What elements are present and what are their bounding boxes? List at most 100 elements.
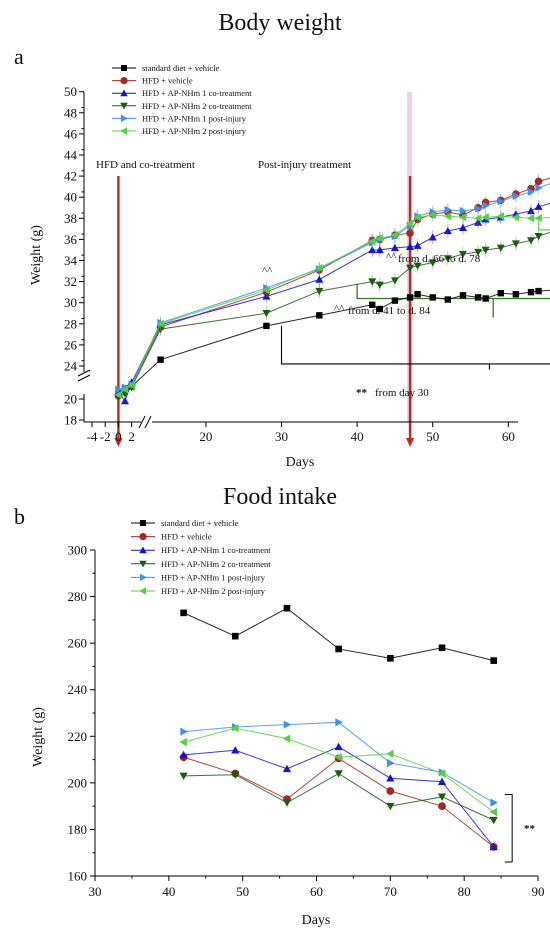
data-point-a-hfd-ap-nhm-2-co-treatment-day-28 (262, 310, 271, 318)
data-point-a-hfd-ap-nhm-2-post-injury-day-45 (390, 231, 399, 240)
data-point-a-hfd-ap-nhm-2-post-injury-day-1 (121, 385, 129, 394)
body-weight-legend: standard diet + vehicle HFD + vehicle HFD … (112, 63, 252, 136)
x-tick-label-a-20: 20 (199, 429, 212, 444)
x-tick-label-b-60: 60 (310, 884, 323, 899)
legend-label-a-hfd-ap-nhm-2-co-treatment: HFD + AP-NHm 2 co-treatment (142, 101, 252, 111)
x-tick-label-b-50: 50 (236, 884, 249, 899)
data-point-b-hfd-ap-nhm-2-co-treatment-day-70 (386, 802, 395, 811)
data-point-a-hfd-ap-nhm-2-co-treatment-day-47 (406, 264, 415, 272)
annotation-double-asterisk-a: ** (356, 387, 368, 399)
x-axis-break-mark-2 (144, 415, 152, 429)
annotation-double-asterisk-b: ** (524, 823, 536, 835)
y-axis-label-a: Weight (g) (29, 225, 44, 285)
legend-marker-b-hfd-vehicle (139, 533, 147, 541)
data-point-a-hfd-ap-nhm-2-post-injury-day-35 (315, 263, 323, 272)
data-point-b-hfd-ap-nhm-2-post-injury-day-77 (437, 769, 446, 778)
annotation-significance-symbol-41-84: ^^ (334, 303, 345, 315)
data-point-a-hfd-ap-nhm-2-post-injury-day-0 (114, 390, 122, 399)
data-point-b-standard-diet-vehicle-day-84 (490, 657, 497, 664)
annotation-post-injury-treatment: Post-injury treatment (258, 159, 351, 171)
data-point-a-hfd-ap-nhm-2-post-injury-day-47 (406, 219, 414, 228)
annotation-from-d66-to-d78: from d. 66 to d. 78 (398, 253, 481, 265)
series-a-hfd-ap-nhm-2-post-injury (114, 208, 550, 399)
data-point-a-hfd-ap-nhm-2-co-treatment-day-61 (511, 240, 520, 248)
y-tick-label-a-18: 18 (64, 413, 77, 428)
legend-marker-b-hfd-ap-nhm-1-co-treatment (139, 546, 147, 554)
legend-label-b-hfd-ap-nhm-1-co-treatment: HFD + AP-NHm 1 co-treatment (161, 545, 271, 555)
data-point-b-hfd-ap-nhm-1-post-injury-day-84 (490, 798, 498, 807)
data-point-b-standard-diet-vehicle-day-70 (387, 654, 394, 662)
data-point-a-hfd-ap-nhm-2-post-injury-day-50 (428, 211, 436, 220)
data-point-b-standard-diet-vehicle-day-77 (438, 644, 446, 652)
x-tick-label-b-40: 40 (162, 884, 175, 899)
data-point-b-hfd-ap-nhm-1-co-treatment-day-77 (437, 777, 447, 785)
data-point-b-standard-diet-vehicle-day-56 (283, 604, 291, 612)
series-a-standard-diet-vehicle (115, 287, 550, 397)
series-line-a-standard-diet-vehicle (118, 289, 550, 395)
legend-marker-a-hfd-ap-nhm-2-co-treatment (120, 102, 128, 110)
y-tick-label-a-30: 30 (64, 295, 77, 310)
data-point-a-hfd-ap-nhm-2-post-injury-day-2 (127, 381, 135, 390)
x-tick-label-a-50: 50 (426, 429, 439, 444)
legend-marker-a-hfd-ap-nhm-1-co-treatment (120, 89, 128, 97)
data-point-a-hfd-ap-nhm-1-post-injury-day-0 (115, 385, 123, 394)
series-b-hfd-ap-nhm-2-co-treatment (179, 770, 498, 825)
data-point-a-hfd-ap-nhm-1-co-treatment-day-42 (368, 245, 377, 254)
legend-marker-a-hfd-vehicle (120, 77, 128, 85)
data-point-b-standard-diet-vehicle-day-63 (335, 645, 342, 653)
legend-label-b-hfd-ap-nhm-2-post-injury: HFD + AP-NHm 2 post-injury (161, 586, 266, 596)
body-weight-panel: Body weight a 24 26 28 30 32 34 36 38 40 42 44 46 48… (14, 10, 550, 470)
x-tick-label-b-30: 30 (89, 884, 102, 899)
y-tick-label-a-36: 36 (64, 232, 78, 247)
data-point-a-hfd-ap-nhm-1-co-treatment-day-28 (262, 292, 271, 300)
food-intake-annotations: ** (524, 823, 536, 835)
data-point-a-standard-diet-vehicle-day-59 (497, 290, 504, 297)
bracket-d66-d78 (537, 221, 550, 231)
y-tick-label-a-32: 32 (64, 274, 77, 289)
legend-label-b-hfd-ap-nhm-1-post-injury: HFD + AP-NHm 1 post-injury (161, 572, 266, 582)
legend-label-a-standard-diet-vehicle: standard diet + vehicle (142, 63, 219, 73)
treatment-arrow-head-1 (114, 438, 123, 447)
data-point-a-hfd-ap-nhm-1-post-injury-day-61 (512, 192, 520, 201)
data-point-a-standard-diet-vehicle-day-43 (376, 305, 383, 313)
legend-label-b-hfd-vehicle: HFD + vehicle (161, 532, 212, 542)
data-point-a-standard-diet-vehicle-day-61 (512, 291, 520, 298)
data-point-b-hfd-vehicle-day-77 (438, 802, 446, 811)
data-point-a-hfd-ap-nhm-1-co-treatment-day-1 (121, 397, 129, 405)
x-tick-label-b-70: 70 (384, 884, 397, 899)
y-tick-label-a-26: 26 (64, 337, 78, 352)
data-point-a-hfd-ap-nhm-1-co-treatment-day-47 (406, 242, 415, 250)
x-axis-label-a: Days (286, 455, 315, 470)
data-point-a-standard-diet-vehicle-day-54 (459, 292, 467, 299)
data-point-b-hfd-ap-nhm-1-co-treatment-day-56 (282, 764, 292, 773)
series-line-b-hfd-ap-nhm-1-post-injury (183, 721, 494, 804)
data-point-b-hfd-ap-nhm-2-co-treatment-day-63 (334, 770, 343, 778)
x-tick-label-a--4: -4 (87, 429, 98, 444)
data-point-a-hfd-ap-nhm-2-co-treatment-day-48 (413, 262, 422, 270)
food-intake-legend: standard diet + vehicle HFD + vehicle HFD … (131, 518, 271, 596)
y-tick-label-b-260: 260 (68, 636, 88, 651)
series-line-a-hfd-vehicle (118, 177, 550, 397)
legend-label-b-hfd-ap-nhm-2-co-treatment: HFD + AP-NHm 2 co-treatment (161, 559, 271, 569)
data-point-b-hfd-ap-nhm-1-co-treatment-day-42 (179, 750, 188, 759)
legend-marker-b-hfd-ap-nhm-1-post-injury (140, 573, 147, 582)
y-tick-label-b-280: 280 (68, 589, 88, 604)
data-point-a-hfd-ap-nhm-2-post-injury-day-61 (511, 213, 520, 222)
legend-marker-a-standard-diet-vehicle (121, 65, 127, 71)
data-point-a-hfd-ap-nhm-2-co-treatment-day-42 (368, 278, 377, 286)
y-tick-label-b-220: 220 (68, 729, 88, 744)
y-tick-label-b-200: 200 (68, 775, 88, 790)
y-axis-label-b: Weight (g) (31, 707, 46, 767)
series-b-standard-diet-vehicle (180, 604, 497, 664)
bracket-d41-d84 (356, 283, 550, 318)
panel-label-b: b (14, 504, 25, 529)
data-point-a-hfd-ap-nhm-2-co-treatment-day-35 (315, 287, 324, 296)
data-point-a-hfd-ap-nhm-2-co-treatment-day-59 (496, 244, 505, 252)
data-point-b-hfd-ap-nhm-1-co-treatment-day-49 (231, 746, 240, 754)
y-tick-label-a-38: 38 (64, 211, 77, 226)
series-line-a-hfd-ap-nhm-2-post-injury (118, 214, 550, 396)
annotation-significance-symbol-66-78: ^^ (386, 251, 397, 263)
x-axis-break-mark-1 (138, 415, 146, 429)
data-point-a-hfd-ap-nhm-2-post-injury-day-48 (413, 213, 421, 222)
